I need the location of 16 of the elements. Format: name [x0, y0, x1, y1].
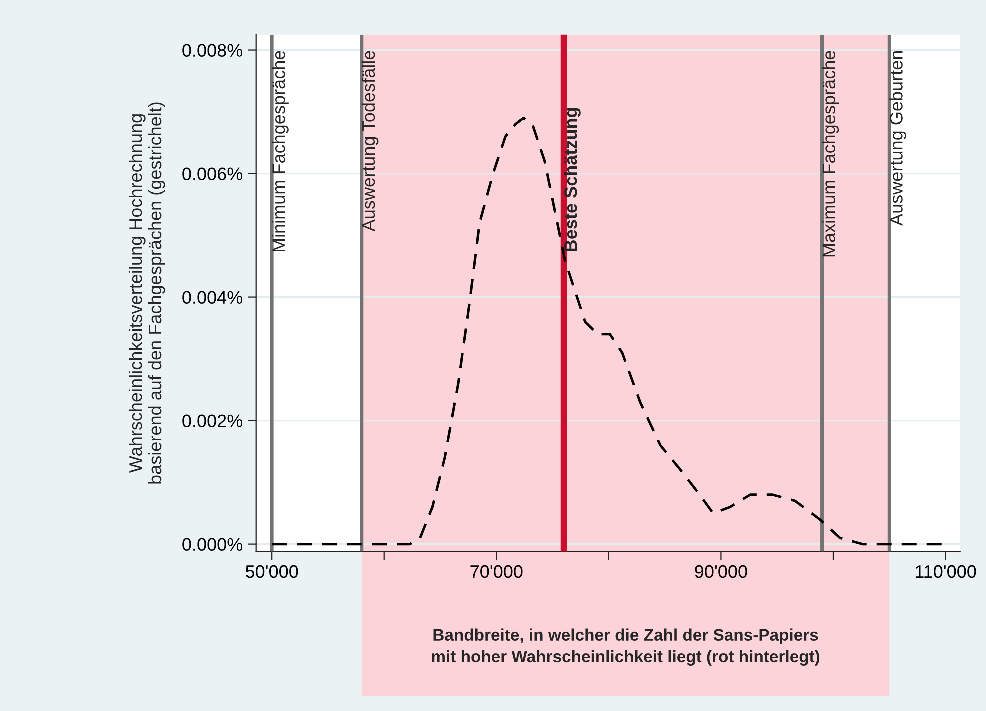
y-tick-label: 0.004% [182, 291, 243, 304]
y-tick-label: 0.000% [182, 538, 243, 552]
ref-line-label: Minimum Fachgespräche [272, 51, 289, 252]
band-label: Bandbreite, in welcher die Zahl der Sans-Papiers mit hoher Wahrscheinlichkeit liegt (rot hinterlegt) [432, 628, 820, 666]
x-tick-label: 110'000 [916, 565, 976, 578]
y-tick-label: 0.006% [182, 168, 243, 181]
x-tick-label: 70'000 [470, 565, 523, 578]
ref-line-label: Auswertung Todesfälle [362, 51, 379, 232]
y-tick-label: 0.002% [182, 414, 243, 428]
x-tick-label: 90'000 [695, 565, 748, 578]
y-tick-label: 0.008% [182, 44, 243, 57]
ref-line-label: Maximum Fachgespräche [822, 51, 840, 257]
y-axis-title: Wahrscheinlichkeitsverteilung Hochrechnung basierend auf den Fachgesprächen (gestrichelt) [128, 102, 166, 484]
ref-line-label: Beste Schätzung [564, 108, 581, 252]
ref-line-label: Auswertung Geburten [890, 52, 906, 226]
x-tick-label: 50'000 [246, 565, 298, 578]
